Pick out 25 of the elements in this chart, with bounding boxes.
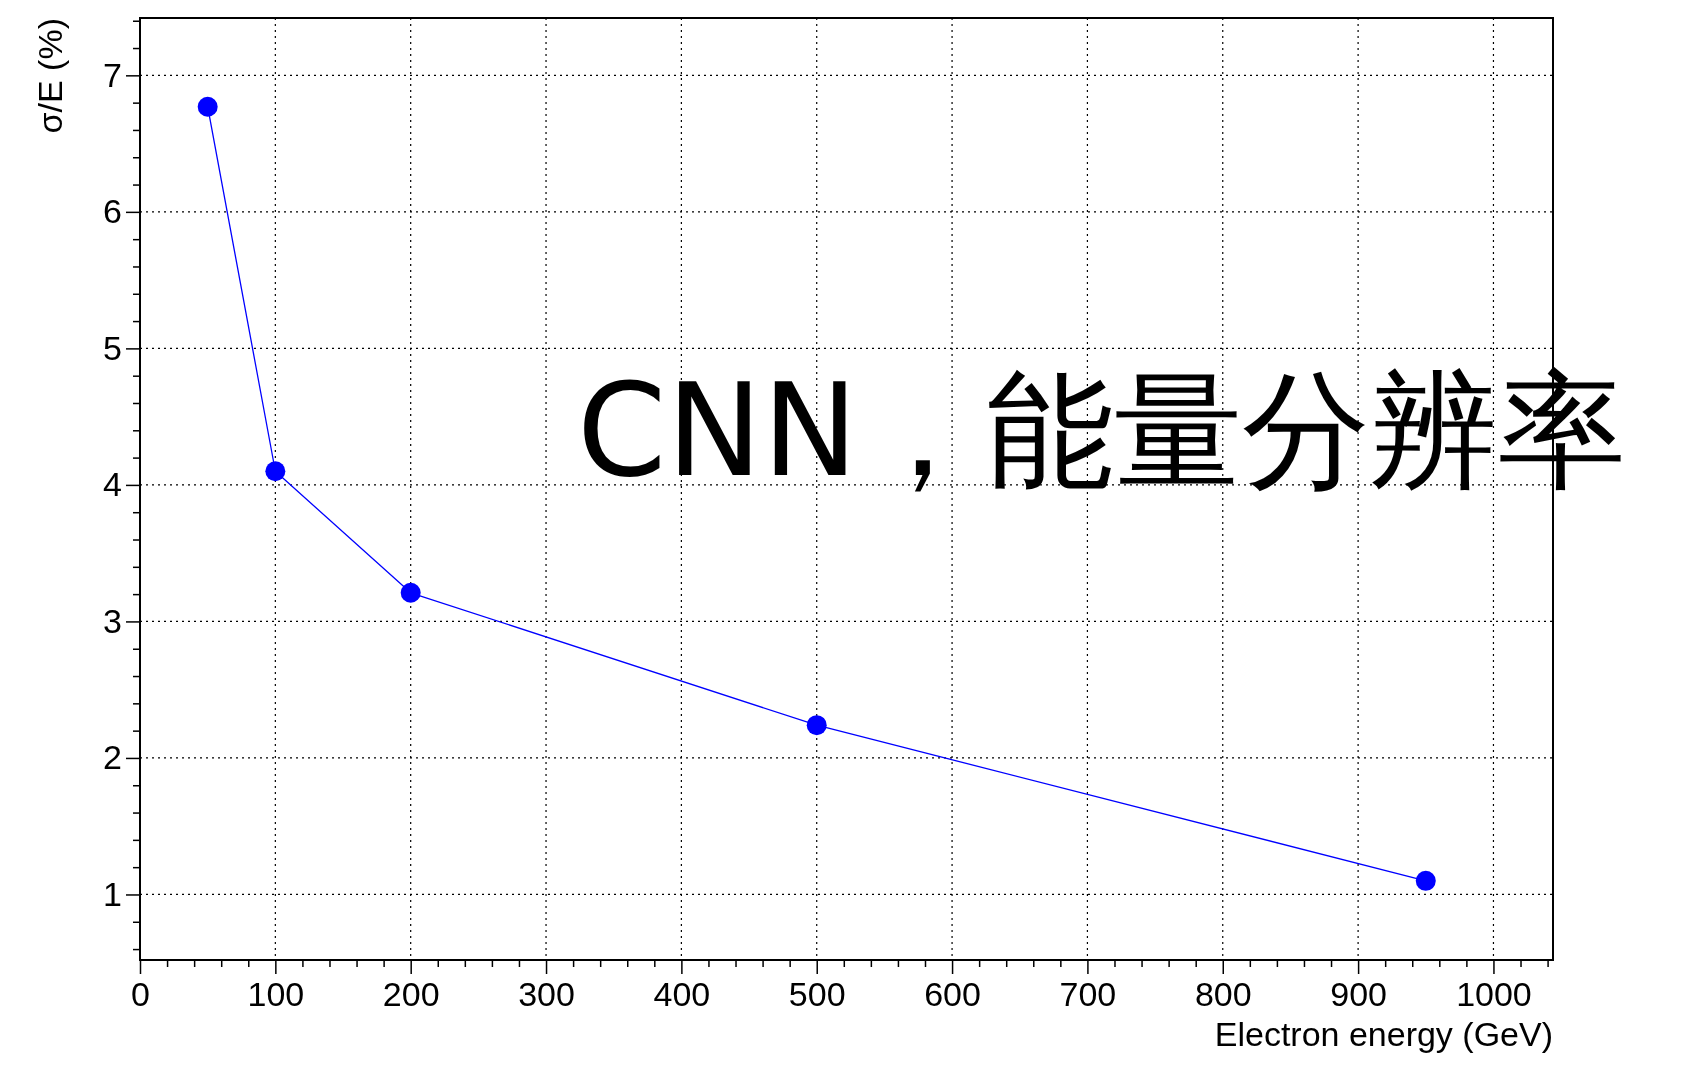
y-tick-label: 2 — [103, 738, 122, 777]
point — [265, 461, 286, 482]
y-tick-label: 5 — [103, 328, 122, 367]
x-tick-label: 400 — [653, 975, 711, 1013]
y-tick-label: 3 — [103, 601, 122, 640]
y-axis-title: σ/E (%) — [31, 18, 69, 134]
y-tick-label: 4 — [103, 465, 122, 504]
x-axis-title: Electron energy (GeV) — [1214, 1015, 1553, 1053]
x-tick-label: 500 — [788, 975, 846, 1013]
x-tick-label: 700 — [1059, 975, 1117, 1013]
x-tick-label: 100 — [247, 975, 305, 1013]
y-tick-label: 7 — [103, 55, 122, 94]
x-tick-label: 800 — [1194, 975, 1252, 1013]
point — [197, 96, 218, 117]
x-tick-label: 200 — [382, 975, 440, 1013]
point — [1415, 870, 1436, 891]
x-tick-label: 300 — [518, 975, 575, 1013]
x-tick-label: 0 — [131, 975, 150, 1013]
point — [806, 715, 827, 736]
y-tick-label: 1 — [103, 874, 122, 913]
x-tick-label: 1000 — [1456, 975, 1532, 1013]
y-tick-label: 6 — [103, 192, 122, 231]
point — [400, 582, 421, 603]
x-tick-label: 600 — [924, 975, 981, 1013]
x-tick-label: 900 — [1330, 975, 1387, 1013]
